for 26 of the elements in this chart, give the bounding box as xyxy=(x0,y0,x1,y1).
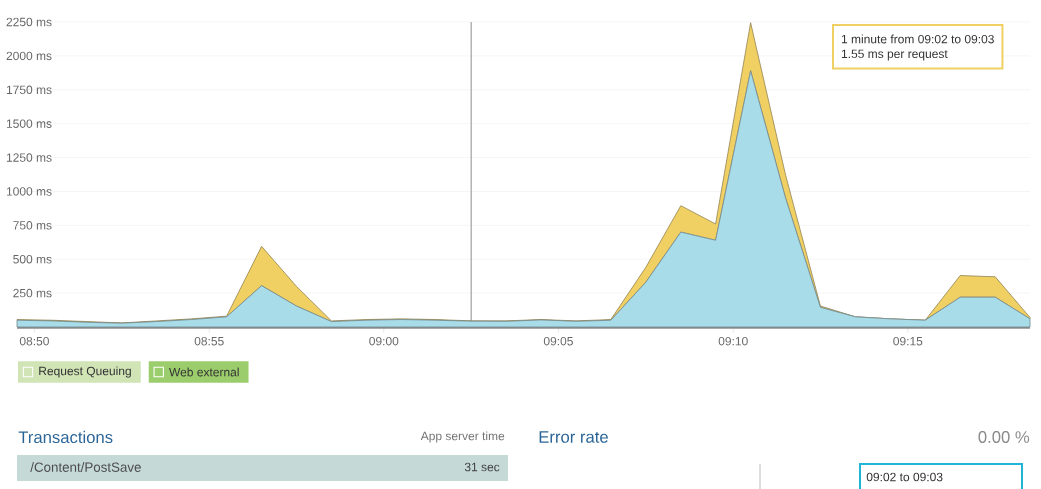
y-tick-label: 1000 ms xyxy=(6,187,52,196)
y-tick-label: 500 ms xyxy=(13,254,52,264)
annotation: 1.55 ms per request xyxy=(841,49,948,61)
y-tick-label: 2000 ms xyxy=(6,51,52,61)
text: Error rate xyxy=(539,431,608,443)
y-tick-label: 250 ms xyxy=(13,288,52,298)
x-tick-label: 08:55 xyxy=(194,336,224,346)
y-tick-label: 1500 ms xyxy=(6,119,52,128)
text: App server time xyxy=(420,431,505,443)
y-tick-label: 1250 ms xyxy=(6,153,52,162)
x-tick-label: 09:00 xyxy=(369,336,399,346)
text: Transactions xyxy=(18,430,113,444)
legend-label: Web external xyxy=(169,367,239,377)
y-tick-label: 2250 ms xyxy=(6,17,52,27)
x-tick-label: 09:05 xyxy=(543,336,573,346)
y-tick-label: 750 ms xyxy=(13,221,52,230)
annotation: 1 minute from 09:02 to 09:03 xyxy=(841,34,994,44)
y-tick-label: 1750 ms xyxy=(6,85,52,95)
legend-label: Request Queuing xyxy=(39,366,131,378)
x-tick-label: 08:50 xyxy=(19,336,49,346)
text: 0.00 % xyxy=(978,431,1030,443)
text: /Content/PostSave xyxy=(30,462,141,472)
x-tick-label: 09:10 xyxy=(718,336,748,346)
text: 09:02 to 09:03 xyxy=(866,472,943,482)
text: 31 sec xyxy=(464,462,500,472)
x-tick-label: 09:15 xyxy=(893,336,923,346)
